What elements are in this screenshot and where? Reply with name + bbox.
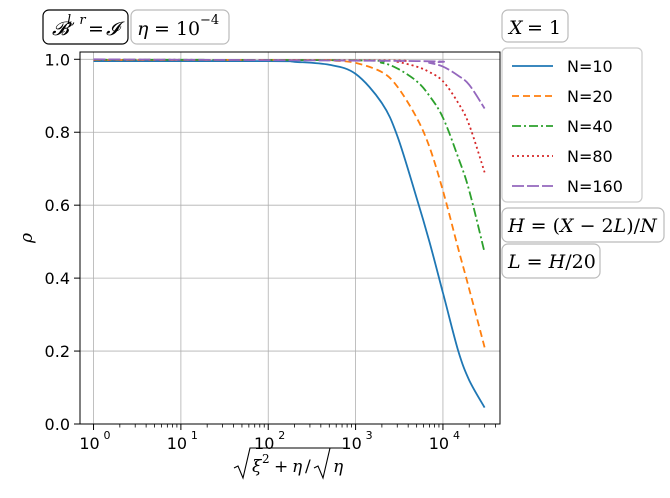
svg-text:η: η	[137, 18, 149, 40]
y-tick-label: 0.0	[45, 415, 70, 434]
x-label-xi: ξ	[252, 457, 263, 477]
svg-text:L = H/20: L = H/20	[507, 251, 596, 273]
svg-text:10: 10	[341, 434, 361, 453]
annotation-eta: η = 10 −4	[130, 9, 230, 45]
x-tick-label: 10 0	[79, 429, 110, 453]
y-tick-label: 0.2	[45, 342, 70, 361]
svg-text:10: 10	[254, 434, 274, 453]
grid-lines	[80, 52, 500, 425]
series-line-n80	[93, 58, 486, 173]
legend-label: N=160	[567, 177, 623, 196]
series-line-n40	[93, 58, 486, 253]
y-tick-label: 0.8	[45, 123, 70, 142]
legend-label: N=80	[567, 147, 613, 166]
svg-text:=: =	[88, 18, 104, 40]
legend-label: N=10	[567, 57, 613, 76]
annotation-boundary: 𝓑 l, r = 𝓘	[42, 9, 129, 45]
series-line-n20	[93, 59, 486, 348]
svg-text:10: 10	[429, 434, 449, 453]
x-label-exp: 2	[262, 452, 270, 466]
svg-text:= 10: = 10	[154, 18, 200, 40]
svg-text:2: 2	[278, 429, 285, 442]
x-axis-label: ξ 2 + η / η	[233, 447, 346, 480]
axis-ticks: 10 0 10 1 10 2 10 3 10 4 0.0 0.2 0.4 0.6 0.8 1.0	[45, 50, 496, 453]
x-tick-label: 10 3	[341, 429, 372, 453]
svg-text:= 1: = 1	[527, 17, 561, 39]
svg-text:4: 4	[453, 429, 460, 442]
y-tick-label: 0.4	[45, 269, 70, 288]
y-tick-label: 0.6	[45, 196, 70, 215]
plot-area-frame	[79, 51, 501, 425]
x-label-slash: /	[305, 457, 311, 477]
sqrt-symbol	[233, 447, 336, 480]
sqrt-symbol-2	[313, 447, 346, 480]
svg-text:H = (X − 2L)/N: H = (X − 2L)/N	[507, 215, 658, 237]
x-label-eta-2: η	[333, 457, 344, 477]
x-label-eta: η	[292, 457, 303, 477]
svg-text:0: 0	[104, 429, 111, 442]
annotation-h: H = (X − 2L)/N	[501, 207, 665, 243]
x-tick-label: 10 4	[429, 429, 460, 453]
series-lines	[93, 58, 486, 409]
svg-text:10: 10	[79, 434, 99, 453]
x-tick-label: 10 2	[254, 429, 285, 453]
svg-text:l, r: l, r	[67, 13, 86, 28]
svg-text:X: X	[507, 17, 524, 39]
svg-text:−4: −4	[200, 13, 219, 28]
legend-label: N=40	[567, 117, 613, 136]
y-tick-label: 1.0	[45, 50, 70, 69]
series-line-n10	[93, 60, 486, 409]
annotation-x: X = 1	[501, 9, 569, 43]
svg-text:3: 3	[366, 429, 373, 442]
svg-text:10: 10	[167, 434, 187, 453]
legend: N=10 N=20 N=40 N=80 N=160	[501, 47, 643, 203]
svg-text:1: 1	[191, 429, 198, 442]
legend-label: N=20	[567, 87, 613, 106]
x-tick-label: 10 1	[167, 429, 198, 453]
svg-text:𝓑: 𝓑	[52, 18, 72, 40]
y-axis-label: ρ	[17, 233, 37, 244]
annotation-l: L = H/20	[501, 243, 601, 279]
x-label-plus: +	[274, 457, 288, 477]
legend-box	[501, 47, 643, 203]
series-line-n160	[93, 58, 486, 109]
